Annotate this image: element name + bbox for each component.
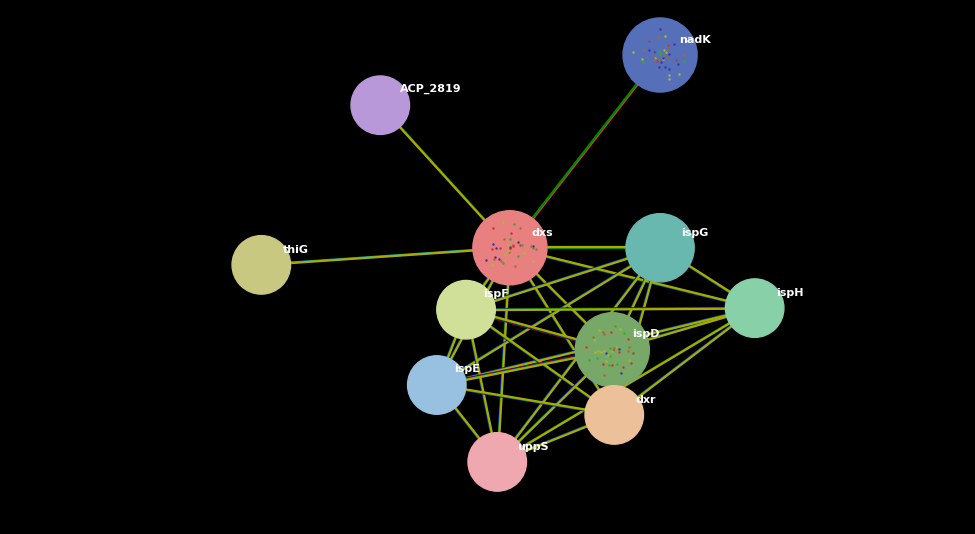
Circle shape [626, 214, 694, 282]
Text: ispE: ispE [454, 364, 481, 374]
Circle shape [232, 235, 291, 294]
Circle shape [575, 313, 649, 387]
Text: ispH: ispH [776, 288, 803, 298]
Circle shape [585, 386, 644, 444]
Text: ispF: ispF [484, 289, 509, 299]
Circle shape [468, 433, 526, 491]
Circle shape [623, 18, 697, 92]
Text: ispG: ispG [682, 228, 709, 238]
Text: nadK: nadK [680, 35, 712, 45]
Circle shape [725, 279, 784, 337]
Text: dxs: dxs [531, 228, 553, 238]
Circle shape [473, 211, 547, 285]
Circle shape [437, 280, 495, 339]
Circle shape [351, 76, 410, 135]
Text: dxr: dxr [636, 395, 656, 405]
Circle shape [408, 356, 466, 414]
Text: ACP_2819: ACP_2819 [400, 84, 461, 95]
Text: uppS: uppS [517, 442, 548, 452]
Text: ispD: ispD [632, 329, 659, 339]
Text: thiG: thiG [283, 245, 309, 255]
